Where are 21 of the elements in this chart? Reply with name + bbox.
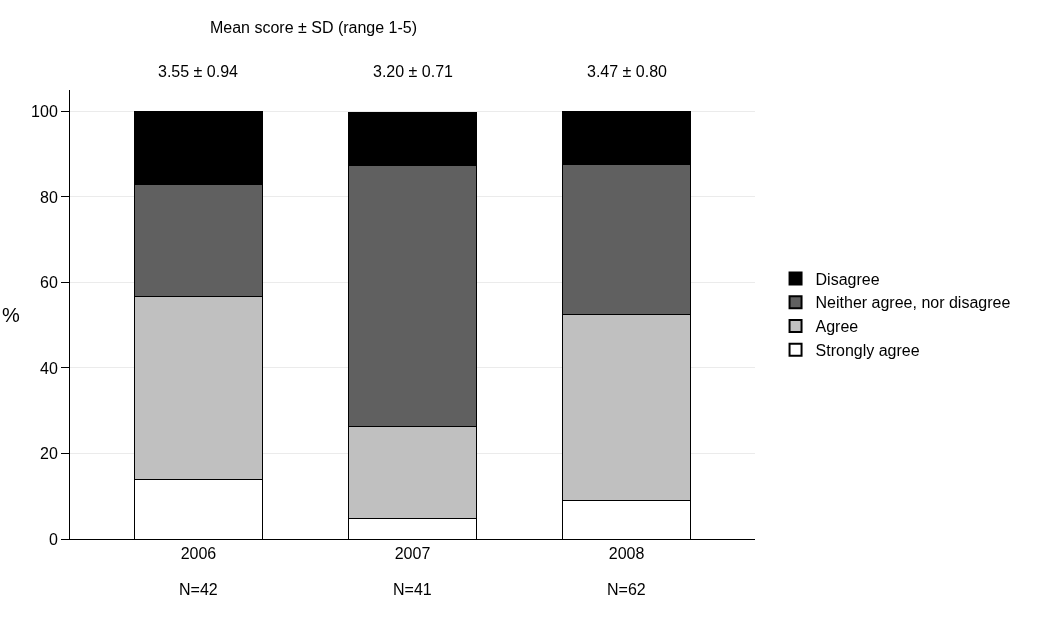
x-tick-label: 2007	[394, 545, 431, 563]
x-tick-label: 2008	[608, 545, 645, 563]
legend-label: Disagree	[815, 270, 880, 288]
y-tick-label: 40	[40, 359, 58, 377]
y-tick-label: 80	[40, 188, 58, 206]
y-axis-title: %	[2, 304, 20, 326]
text: N=41	[393, 581, 432, 598]
text: 3.47 ± 0.80	[587, 63, 668, 80]
y-tick-label: 60	[40, 274, 58, 292]
legend-label: Neither agree, nor disagree	[815, 294, 1011, 312]
chart-title: Mean score ± SD (range 1-5)	[209, 18, 418, 36]
text: N=62	[607, 581, 646, 598]
y-tick-label: 20	[40, 445, 58, 463]
text: 3.20 ± 0.71	[373, 63, 454, 80]
text: 3.55 ± 0.94	[158, 63, 239, 80]
x-tick-label: 2006	[180, 545, 217, 563]
legend-label: Agree	[815, 318, 859, 336]
y-tick-label: 100	[31, 102, 58, 120]
legend-label: Strongly agree	[815, 342, 920, 360]
text: N=42	[179, 581, 218, 598]
y-tick-label: 0	[48, 530, 58, 548]
